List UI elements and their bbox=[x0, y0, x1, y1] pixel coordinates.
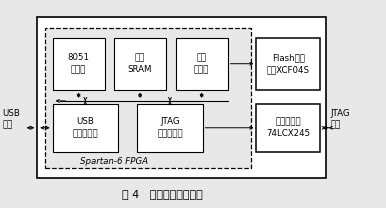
Bar bbox=[176, 38, 228, 89]
Text: USB
接口: USB 接口 bbox=[3, 109, 20, 130]
Text: 缓冲器芯片
74LCX245: 缓冲器芯片 74LCX245 bbox=[266, 117, 310, 138]
Bar bbox=[137, 104, 203, 151]
Text: 8051
处理器: 8051 处理器 bbox=[68, 53, 90, 74]
Bar bbox=[114, 38, 166, 89]
Text: Spartan-6 FPGA: Spartan-6 FPGA bbox=[80, 157, 147, 166]
Bar bbox=[45, 27, 251, 168]
Text: JTAG
接口: JTAG 接口 bbox=[331, 109, 350, 130]
Text: 片内
SRAM: 片内 SRAM bbox=[128, 53, 152, 74]
Bar bbox=[37, 17, 326, 178]
Bar bbox=[52, 38, 105, 89]
Text: USB
控制器模块: USB 控制器模块 bbox=[73, 117, 98, 138]
Text: 图 4   调试器的硬件设计: 图 4 调试器的硬件设计 bbox=[122, 189, 203, 199]
Bar bbox=[52, 104, 118, 151]
Text: Flash配置
芯片XCF04S: Flash配置 芯片XCF04S bbox=[267, 53, 310, 74]
Bar bbox=[256, 104, 320, 151]
Text: 中断
控制器: 中断 控制器 bbox=[194, 53, 209, 74]
Bar bbox=[256, 38, 320, 89]
Text: JTAG
控制器模块: JTAG 控制器模块 bbox=[157, 117, 183, 138]
